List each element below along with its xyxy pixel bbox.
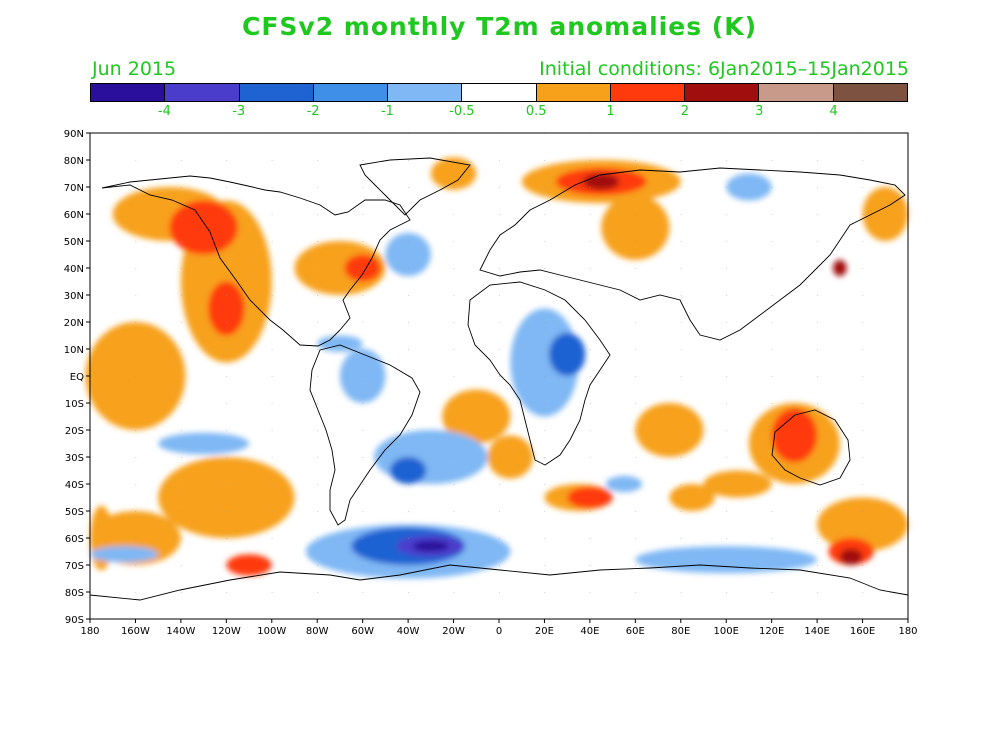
colorbar (90, 83, 908, 102)
colorbar-label: 2 (680, 104, 690, 119)
lat-label: 60N (64, 210, 84, 221)
lon-label: 180 (80, 626, 99, 637)
colorbar-label: 4 (829, 104, 838, 119)
lat-label: 50S (65, 507, 84, 518)
lat-label: 50N (64, 237, 84, 248)
colorbar-swatch (536, 84, 611, 101)
coast-south-america (309, 344, 421, 526)
colorbar-swatch (833, 84, 907, 101)
coast-eurasia (479, 167, 906, 341)
colorbar-swatch (165, 84, 240, 101)
map-title: CFSv2 monthly T2m anomalies (K) (241, 12, 758, 41)
grid-dots (90, 133, 908, 619)
lon-label: 140E (804, 626, 829, 637)
lat-label: 70N (64, 183, 84, 194)
colorbar-label: -4 (157, 104, 171, 119)
lat-label: EQ (70, 372, 84, 383)
colorbar-swatch (462, 84, 537, 101)
lat-label: 80S (65, 588, 84, 599)
lon-label: 60E (626, 626, 645, 637)
lat-label: 70S (65, 561, 84, 572)
colorbar-swatch (759, 84, 834, 101)
lon-label: 60W (351, 626, 374, 637)
lon-label: 120W (212, 626, 241, 637)
lat-label: 60S (65, 534, 84, 545)
colorbar-label: 3 (755, 104, 764, 119)
lon-label: 160E (850, 626, 875, 637)
initial-conditions: Initial conditions: 6Jan2015–15Jan2015 (539, 58, 909, 80)
colorbar-label: 1 (606, 104, 615, 119)
colorbar-swatch (610, 84, 686, 101)
lon-label: 20W (442, 626, 465, 637)
lon-label: 160W (121, 626, 150, 637)
colorbar-swatch (91, 84, 166, 101)
coast-greenland (359, 157, 471, 216)
longitude-axis: 180 160W 140W 120W 100W 80W 60W 40W 20W 0 20E 40E 60… (80, 619, 918, 637)
lat-label: 40N (64, 264, 84, 275)
lat-label: 30S (65, 453, 84, 464)
lon-label: 80W (306, 626, 329, 637)
lon-label: 20E (535, 626, 554, 637)
colorbar-swatch (685, 84, 760, 101)
lat-label: 90S (65, 615, 84, 626)
colorbar-label: -1 (380, 104, 394, 119)
lon-label: 180 (898, 626, 917, 637)
lat-label: 40S (65, 480, 84, 491)
lon-label: 100E (714, 626, 739, 637)
lon-label: 40E (580, 626, 599, 637)
forecast-month: Jun 2015 (92, 58, 177, 80)
colorbar-label: -3 (232, 104, 246, 119)
coast-north-america (101, 175, 411, 347)
lon-label: 0 (496, 626, 502, 637)
lon-label: 40W (397, 626, 420, 637)
coast-antarctica (89, 564, 909, 601)
colorbar-label: 0.5 (525, 104, 547, 119)
coast-australia (771, 409, 851, 486)
lat-label: 30N (64, 291, 84, 302)
coast-africa (467, 281, 611, 466)
lon-label: 100W (257, 626, 286, 637)
lon-label: 120E (759, 626, 784, 637)
lon-label: 80E (671, 626, 690, 637)
colorbar-label: -2 (306, 104, 320, 119)
lat-label: 10N (64, 345, 84, 356)
lat-label: 90N (64, 129, 84, 140)
colorbar-swatch (388, 84, 463, 101)
lat-label: 20S (65, 426, 84, 437)
lat-label: 80N (64, 156, 84, 167)
colorbar-label: -0.5 (449, 104, 475, 119)
coastlines (89, 157, 909, 601)
lat-label: 10S (65, 399, 84, 410)
latitude-axis: 90N 80N 70N 60N 50N 40N 30N 20N 10N EQ 10S 20S 30S 40… (64, 129, 90, 626)
colorbar-swatch (313, 84, 389, 101)
colorbar-swatch (239, 84, 314, 101)
lon-label: 140W (166, 626, 195, 637)
lat-label: 20N (64, 318, 84, 329)
